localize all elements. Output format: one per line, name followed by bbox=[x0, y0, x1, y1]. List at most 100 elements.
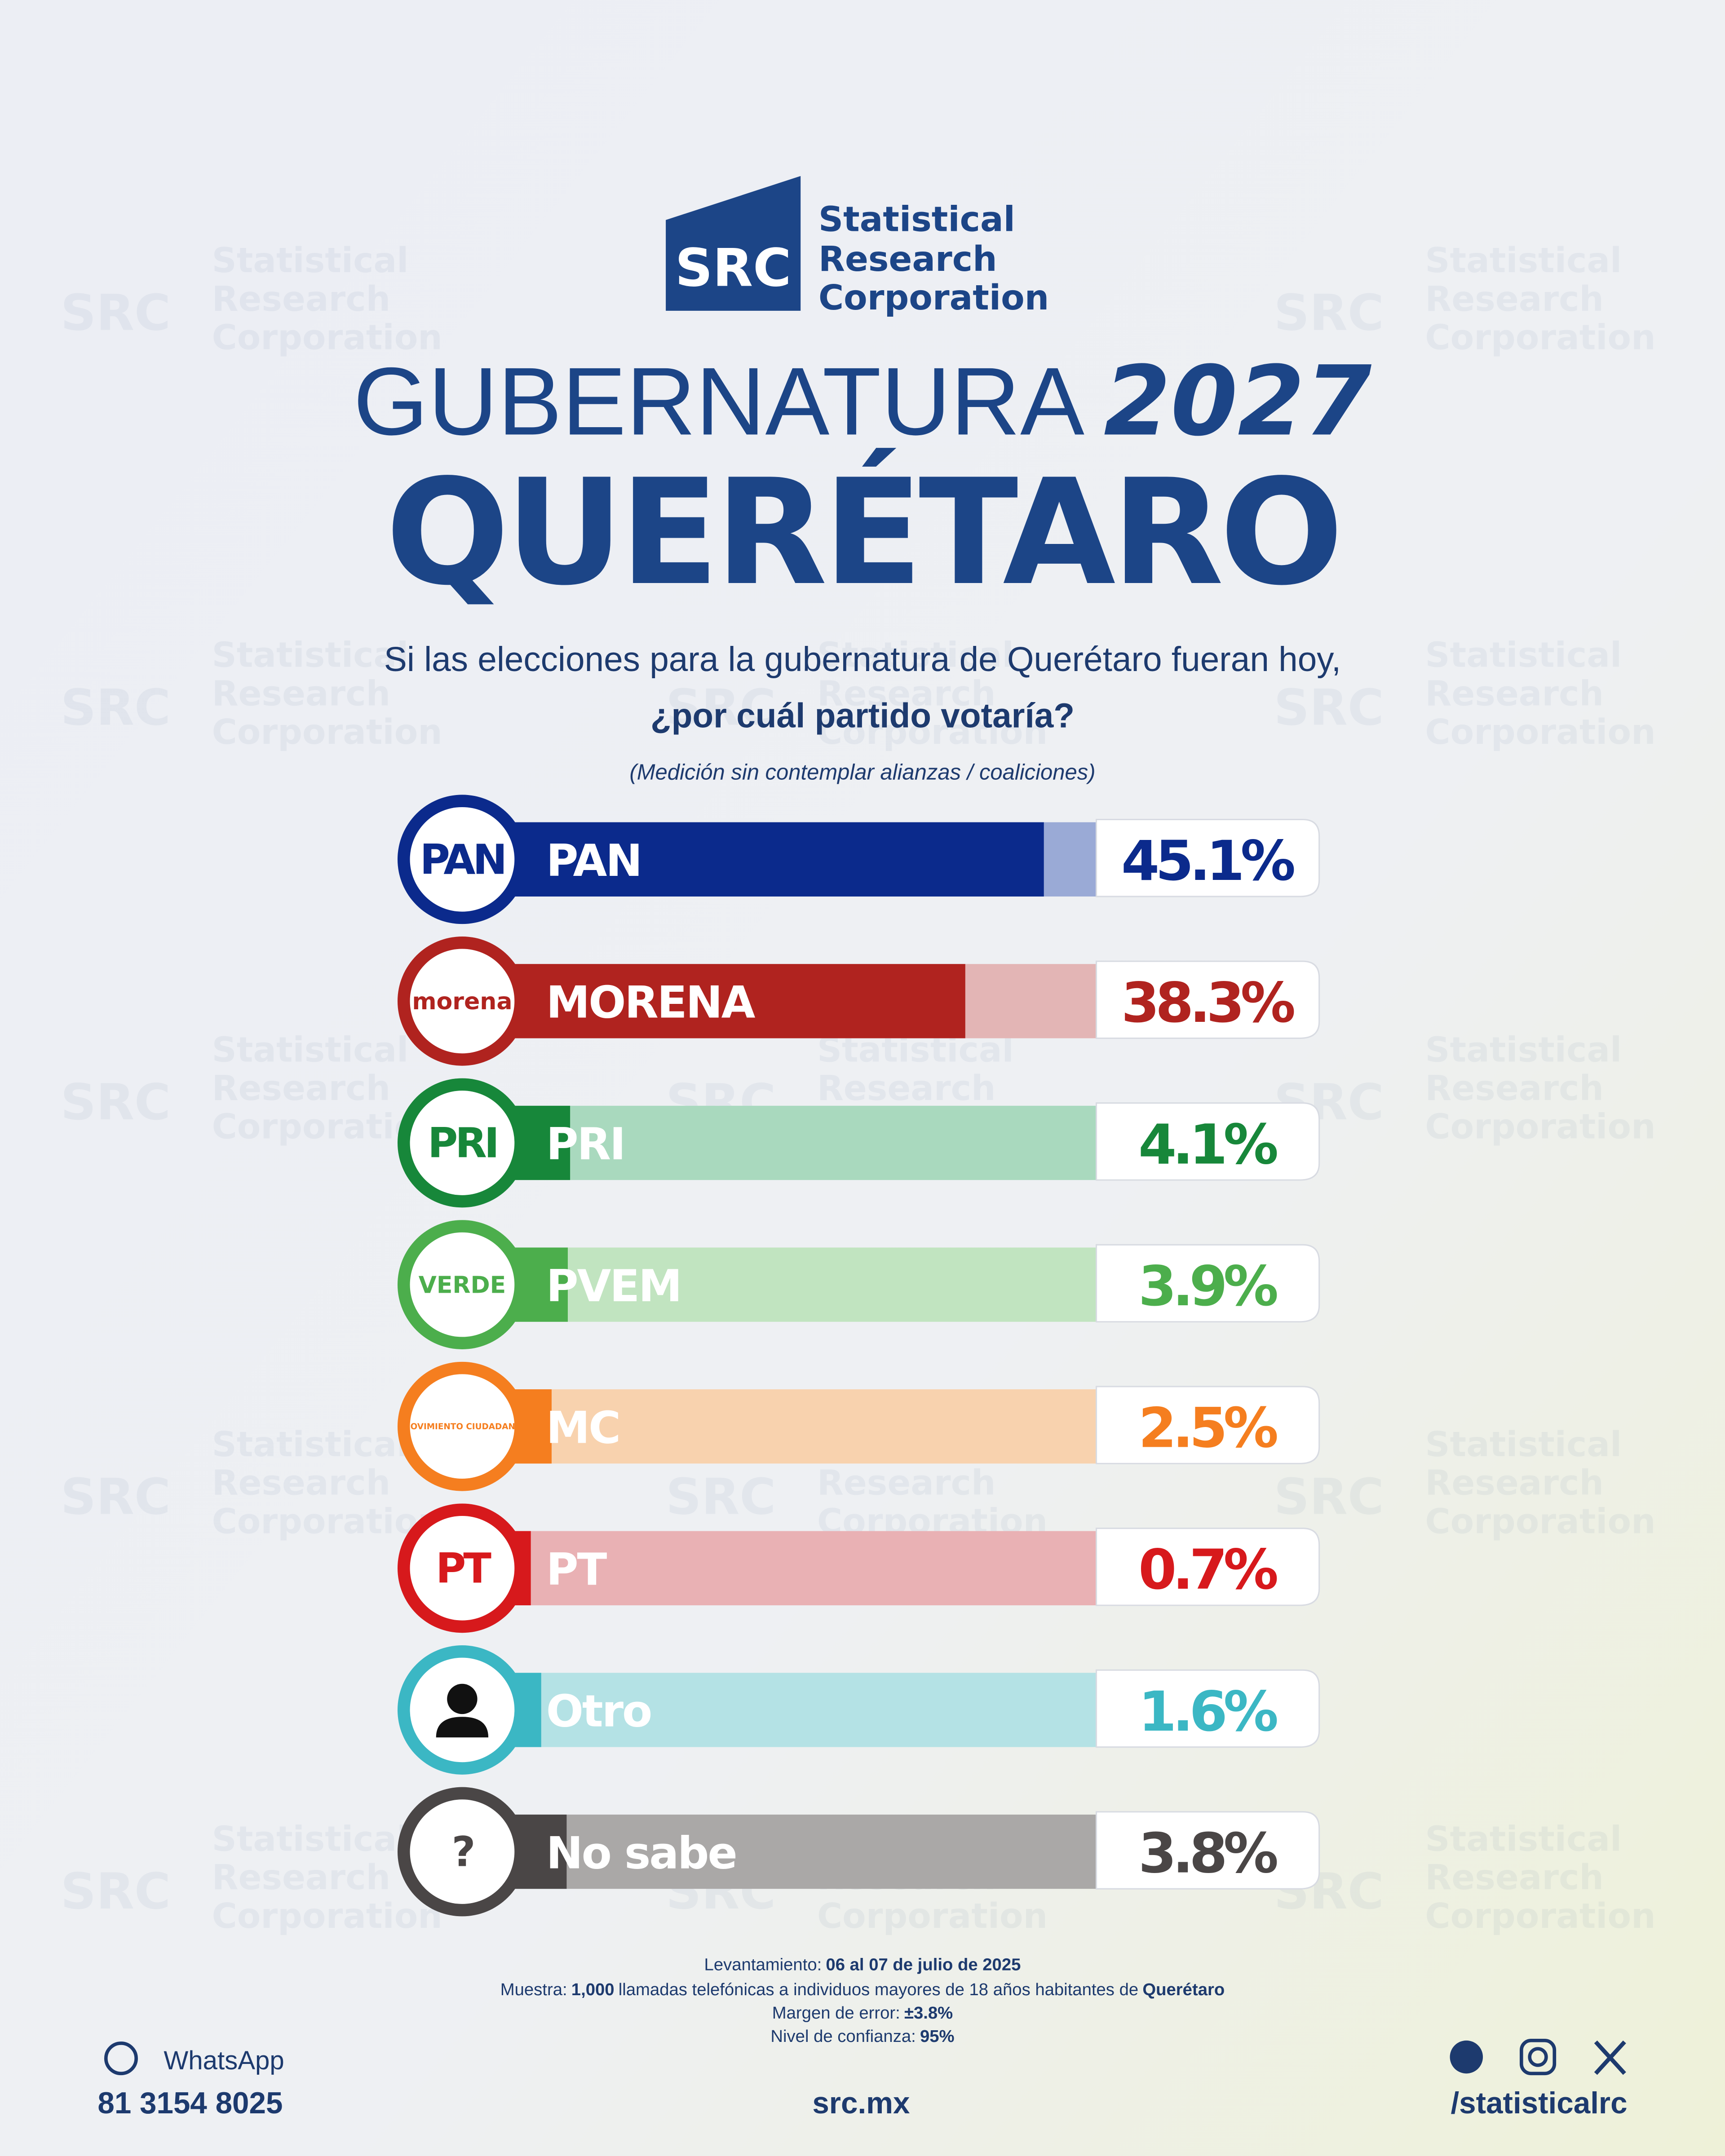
party-logo bbox=[410, 807, 515, 912]
value-box bbox=[1096, 1811, 1320, 1890]
watermark-mark: SRC bbox=[61, 1074, 171, 1131]
party-logo-text: MOVIMIENTO CIUDADANO bbox=[402, 1422, 522, 1431]
party-logo bbox=[410, 1091, 515, 1195]
party-logo-text: PT bbox=[436, 1544, 491, 1592]
watermark-mark: SRC bbox=[1274, 679, 1384, 736]
brand-name: Corporation bbox=[818, 278, 1049, 318]
value-box bbox=[1096, 1528, 1320, 1606]
instagram-icon-lens bbox=[1528, 2047, 1548, 2067]
watermark-text: Statistical bbox=[212, 1425, 409, 1465]
watermark-mark: SRC bbox=[61, 1468, 171, 1525]
value-label: 3.9% bbox=[1138, 1254, 1277, 1318]
category-label: No sabe bbox=[546, 1828, 736, 1879]
website[interactable]: src.mx bbox=[812, 2086, 910, 2120]
whatsapp-icon bbox=[104, 2041, 138, 2076]
title-text: GUBERNATURA bbox=[354, 348, 1085, 455]
watermark-mark: SRC bbox=[61, 679, 171, 736]
subtitle: QUERÉTARO bbox=[385, 446, 1340, 618]
method-line: Levantamiento: 06 al 07 de julio de 2025 bbox=[704, 1955, 1021, 1975]
title-year: 2027 bbox=[1104, 345, 1372, 457]
method-value: 06 al 07 de julio de 2025 bbox=[826, 1955, 1021, 1975]
facebook-icon[interactable] bbox=[1450, 2040, 1483, 2074]
note: (Medición sin contemplar alianzas / coal… bbox=[629, 760, 1095, 785]
party-logo bbox=[410, 1232, 515, 1337]
category-label: Otro bbox=[546, 1686, 651, 1737]
watermark-text: Research bbox=[212, 674, 391, 714]
watermark-text: Corporation bbox=[1425, 1502, 1655, 1542]
value-label: 45.1% bbox=[1121, 829, 1294, 893]
watermark-text: Statistical bbox=[1425, 241, 1622, 281]
value-box bbox=[1096, 1102, 1320, 1181]
watermark-text: Corporation bbox=[212, 1896, 442, 1936]
method-value: ±3.8% bbox=[904, 2003, 953, 2023]
instagram-icon[interactable] bbox=[1519, 2039, 1557, 2076]
watermark-text: Statistical bbox=[817, 636, 1014, 676]
value-label: 0.7% bbox=[1138, 1537, 1277, 1602]
x-icon[interactable] bbox=[1594, 2040, 1626, 2075]
watermark-text: Statistical bbox=[1425, 1030, 1622, 1070]
party-logo bbox=[410, 1374, 515, 1479]
watermark-text: Research bbox=[1425, 1858, 1604, 1898]
person-icon bbox=[447, 1683, 478, 1714]
watermark-text: Statistical bbox=[1425, 1425, 1622, 1465]
watermark-mark: SRC bbox=[61, 284, 171, 342]
party-logo bbox=[410, 1516, 515, 1621]
value-box bbox=[1096, 1244, 1320, 1323]
watermark-mark: SRC bbox=[1274, 284, 1384, 342]
party-logo-text: VERDE bbox=[419, 1272, 506, 1299]
value-label: 1.6% bbox=[1138, 1679, 1277, 1744]
watermark-text: Corporation bbox=[817, 1896, 1048, 1936]
watermark-text: Statistical bbox=[212, 1030, 409, 1070]
watermark-text: Research bbox=[817, 674, 996, 714]
value-label: 4.1% bbox=[1138, 1112, 1277, 1176]
method-line: Margen de error: ±3.8% bbox=[772, 2003, 953, 2023]
phone: 81 3154 8025 bbox=[97, 2086, 283, 2120]
party-logo bbox=[410, 1799, 515, 1904]
watermark-text: Statistical bbox=[212, 1819, 409, 1859]
watermark-text: Research bbox=[212, 1463, 391, 1503]
value-label: 3.8% bbox=[1138, 1821, 1277, 1885]
brand-logo: SRC Statistical Research Corporation bbox=[666, 176, 1049, 318]
watermark-text: Corporation bbox=[212, 1502, 442, 1542]
watermark-text: Research bbox=[1425, 1069, 1604, 1109]
watermark-text: Statistical bbox=[212, 636, 409, 676]
bars: 45.1% PAN PAN 38.3% MORENA morena 4.1% PRI PRI 3.… bbox=[397, 795, 1320, 1917]
watermark-text: Research bbox=[1425, 674, 1604, 714]
watermark-mark: SRC bbox=[666, 679, 776, 736]
category-label: MC bbox=[546, 1402, 619, 1454]
value-box bbox=[1096, 818, 1320, 897]
methodology: Levantamiento: 06 al 07 de julio de 2025 … bbox=[500, 1955, 1225, 2046]
method-line: Muestra: 1,000 llamadas telefónicas a indi… bbox=[500, 1980, 1225, 1999]
watermark-text: Corporation bbox=[1425, 712, 1655, 752]
watermark-text: Research bbox=[212, 1858, 391, 1898]
footer: WhatsApp 81 3154 8025 src.mx /statistica… bbox=[97, 2039, 1628, 2120]
method-label: Muestra: bbox=[500, 1980, 567, 1999]
logo-shape bbox=[666, 176, 801, 311]
watermark-text: Statistical bbox=[1425, 636, 1622, 676]
method-value: 95% bbox=[920, 2027, 955, 2046]
watermark-text: Research bbox=[817, 1069, 996, 1109]
watermark-text: Corporation bbox=[817, 712, 1048, 752]
category-label: PRI bbox=[546, 1119, 625, 1170]
watermark-text: Research bbox=[1425, 1463, 1604, 1503]
method-value: 1,000 bbox=[571, 1980, 615, 1999]
social-handle[interactable]: /statisticalrc bbox=[1451, 2086, 1627, 2120]
value-box bbox=[1096, 1386, 1320, 1464]
bar-track bbox=[460, 1531, 1097, 1605]
question: Si las elecciones para la gubernatura de… bbox=[384, 641, 1341, 679]
watermark-text: Corporation bbox=[1425, 318, 1655, 358]
watermark-mark: SRC bbox=[666, 1468, 776, 1525]
watermark-text: Statistical bbox=[1425, 1819, 1622, 1859]
title: GUBERNATURA 2027 bbox=[354, 345, 1372, 457]
method-label: Levantamiento: bbox=[704, 1955, 822, 1975]
method-label: Margen de error: bbox=[772, 2003, 900, 2023]
category-label: PT bbox=[546, 1544, 607, 1595]
person-icon bbox=[436, 1717, 489, 1738]
party-logo-text: PRI bbox=[428, 1119, 497, 1167]
value-label: 38.3% bbox=[1121, 971, 1294, 1035]
value-box bbox=[1096, 1669, 1320, 1748]
watermark-text: Corporation bbox=[1425, 1896, 1655, 1936]
bar-track bbox=[460, 1814, 1097, 1889]
